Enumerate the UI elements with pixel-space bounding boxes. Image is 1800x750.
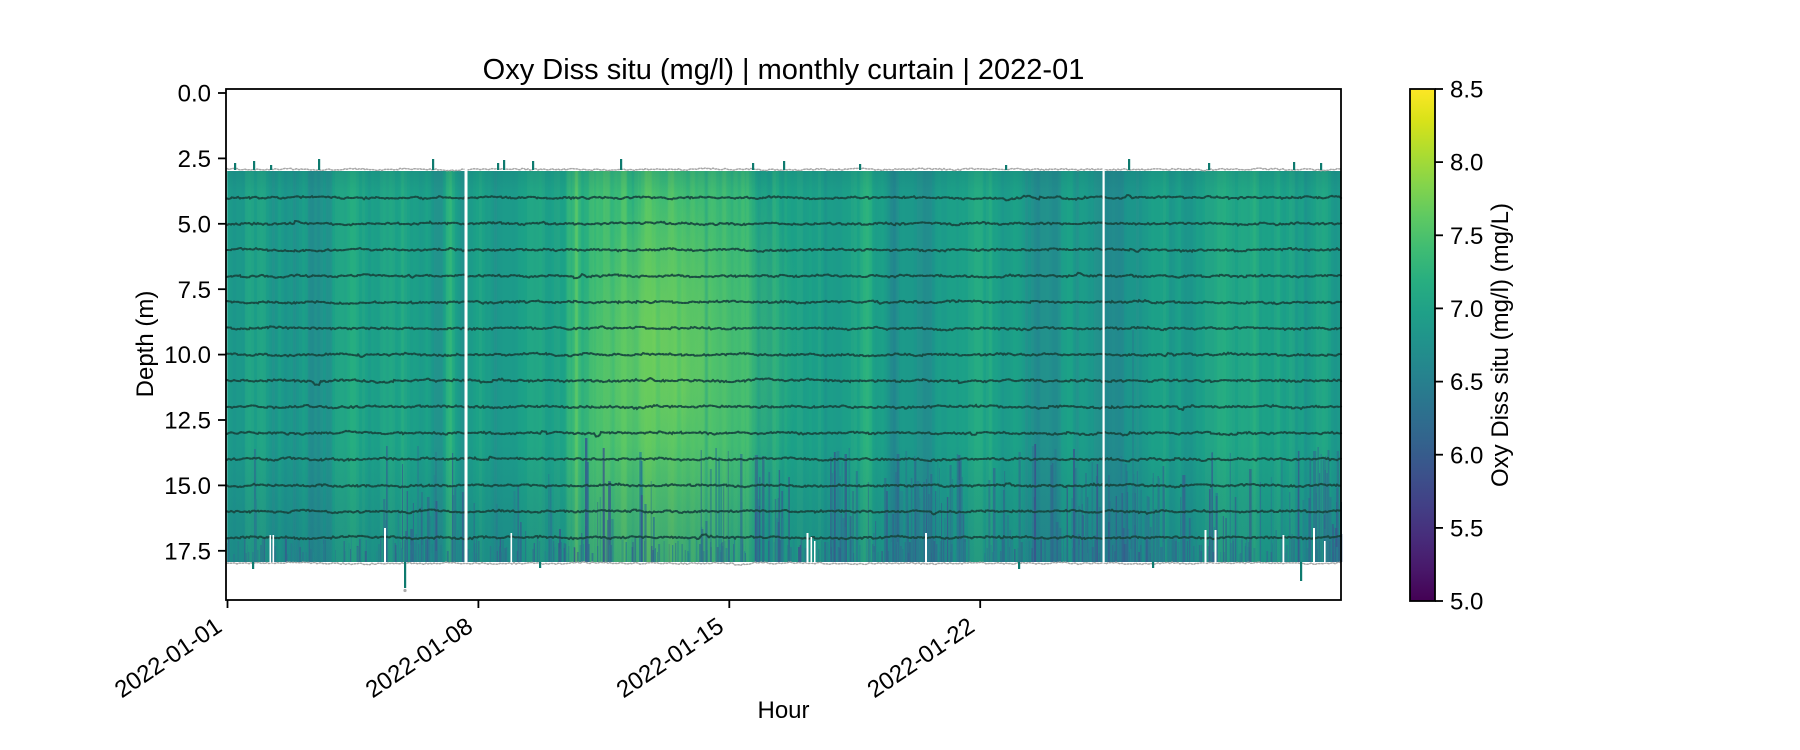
svg-text:6.5: 6.5 (1450, 369, 1483, 396)
svg-text:5.0: 5.0 (1450, 589, 1483, 616)
svg-text:7.5: 7.5 (1450, 223, 1483, 250)
svg-text:10.0: 10.0 (164, 342, 211, 369)
svg-text:Oxy Diss situ (mg/l) | monthly: Oxy Diss situ (mg/l) | monthly curtain |… (483, 54, 1085, 86)
svg-text:6.0: 6.0 (1450, 442, 1483, 469)
svg-text:Oxy Diss situ (mg/l) (mg/L): Oxy Diss situ (mg/l) (mg/L) (1487, 203, 1514, 487)
svg-text:7.5: 7.5 (178, 277, 211, 304)
svg-text:0.0: 0.0 (178, 81, 211, 108)
svg-text:5.0: 5.0 (178, 211, 211, 238)
svg-text:12.5: 12.5 (164, 408, 211, 435)
svg-text:Depth (m): Depth (m) (132, 291, 159, 398)
svg-text:7.0: 7.0 (1450, 296, 1483, 323)
svg-text:2.5: 2.5 (178, 146, 211, 173)
svg-text:15.0: 15.0 (164, 473, 211, 500)
svg-text:17.5: 17.5 (164, 538, 211, 565)
svg-text:8.5: 8.5 (1450, 77, 1483, 104)
svg-text:Hour: Hour (757, 697, 809, 724)
svg-text:5.5: 5.5 (1450, 516, 1483, 543)
svg-text:8.0: 8.0 (1450, 150, 1483, 177)
